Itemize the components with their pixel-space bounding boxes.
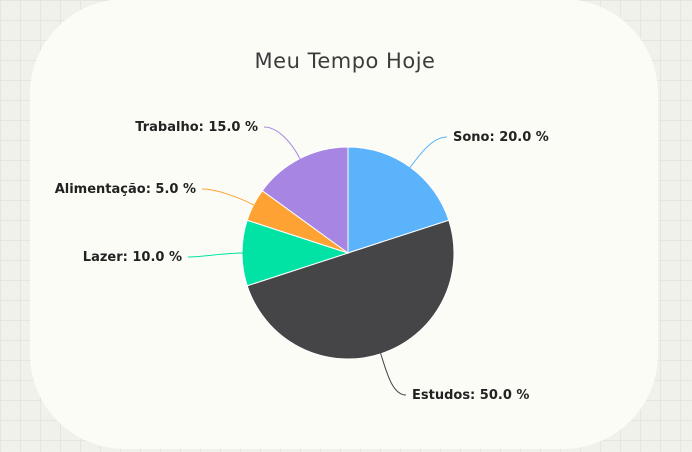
slice-label-estudos: Estudos: 50.0 %: [412, 388, 529, 403]
connector-estudos: [379, 352, 407, 396]
connector-sono: [409, 136, 448, 169]
connector-alimentacao: [201, 188, 255, 206]
slice-label-sono: Sono: 20.0 %: [453, 130, 549, 145]
label-connectors: [187, 126, 448, 396]
pie-slices: [241, 146, 455, 360]
slice-label-alimentacao: Alimentação: 5.0 %: [55, 182, 196, 197]
connector-lazer: [187, 252, 244, 258]
slice-label-lazer: Lazer: 10.0 %: [83, 250, 182, 265]
connector-trabalho: [263, 126, 301, 160]
slice-labels: Sono: 20.0 % Estudos: 50.0 % Lazer: 10.0 %…: [55, 120, 549, 403]
chart-title: Meu Tempo Hoje: [255, 49, 436, 73]
slice-label-trabalho: Trabalho: 15.0 %: [135, 120, 258, 135]
